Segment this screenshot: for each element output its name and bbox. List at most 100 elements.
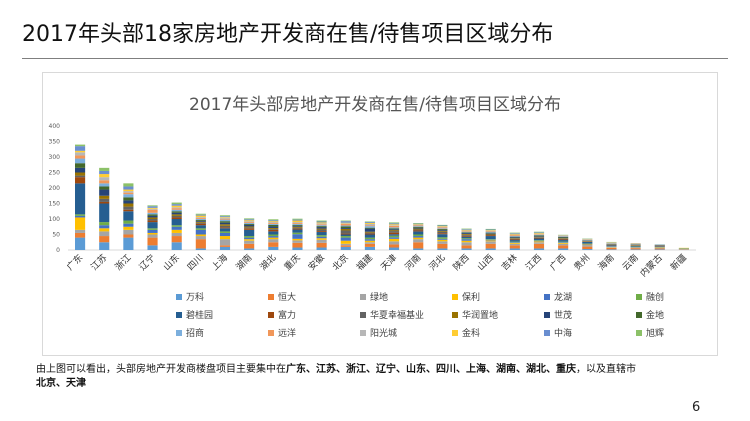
bar-segment [195, 248, 206, 250]
bar-segment [75, 217, 86, 230]
bar-segment [75, 152, 86, 156]
legend-label: 龙湖 [554, 291, 572, 303]
legend-label: 金科 [462, 327, 480, 339]
bar-segment [171, 202, 182, 205]
legend-swatch [452, 312, 458, 318]
bar-segment [509, 242, 520, 243]
bar-segment [147, 207, 158, 209]
bar-segment [437, 226, 448, 228]
bar-segment [485, 230, 496, 231]
x-tick-label: 浙江 [112, 252, 133, 273]
bar-segment [316, 226, 327, 228]
bar-segment [292, 218, 303, 220]
bar-segment [509, 235, 520, 237]
x-tick-label: 江西 [524, 252, 545, 273]
bar-segment [268, 227, 279, 229]
bar-segment [364, 226, 375, 228]
bar-segment [364, 240, 375, 243]
bar-segment [244, 226, 255, 228]
bar-segment [558, 238, 569, 239]
bar-segment [630, 249, 641, 250]
bar-segment [171, 232, 182, 237]
bar-segment [147, 219, 158, 221]
bar-segment [268, 237, 279, 240]
bar-segment [75, 214, 86, 216]
bar-segment [195, 220, 206, 222]
bar-segment [268, 231, 279, 235]
legend-swatch [176, 294, 182, 300]
y-tick-label: 350 [49, 139, 61, 146]
bar-segment [364, 243, 375, 247]
bar-segment [75, 172, 86, 176]
bar-segment [171, 226, 182, 230]
bar-segment [219, 232, 231, 237]
bar-segment [171, 205, 182, 208]
bar-segment [437, 224, 448, 226]
bar-segment [364, 239, 375, 241]
page-number: 6 [692, 400, 701, 415]
bar-segment [558, 245, 569, 249]
bar-segment [606, 247, 617, 248]
bar-segment [389, 225, 400, 226]
bar-segment [75, 183, 86, 215]
bar-segment [219, 222, 231, 225]
legend-item: 龙湖 [544, 291, 572, 303]
bar-segment [316, 221, 327, 223]
bar-segment [509, 234, 520, 236]
bar-segment [219, 245, 231, 247]
bar-segment [364, 231, 375, 233]
bar-segment [99, 228, 110, 232]
bar-segment [268, 236, 279, 238]
bar-segment [533, 241, 545, 243]
bar-segment [509, 237, 520, 239]
legend-label: 旭辉 [646, 327, 664, 339]
bar-segment [316, 228, 327, 230]
bar-segment [582, 245, 593, 247]
bar-segment [340, 226, 351, 228]
bar-segment [219, 227, 231, 229]
bar-segment [509, 240, 520, 242]
bar-segment [533, 232, 545, 233]
bar-segment [268, 229, 279, 232]
bar-segment [292, 229, 303, 233]
bar-segment [509, 236, 520, 237]
bar-segment [195, 217, 206, 219]
bar-segment [268, 242, 279, 247]
bar-segment [219, 224, 231, 226]
bar-segment [485, 243, 496, 249]
bar-segment [123, 223, 134, 227]
legend-item: 旭辉 [636, 327, 664, 339]
x-tick-label: 四川 [186, 253, 206, 273]
bar-segment [340, 223, 351, 224]
y-tick-label: 50 [52, 232, 60, 239]
legend-item: 华夏幸福基业 [360, 309, 424, 321]
bar-segment [389, 232, 400, 235]
bar-segment [413, 239, 424, 243]
bar-segment [389, 244, 400, 248]
bar-segment [533, 235, 545, 237]
bar-segment [389, 237, 400, 239]
bar-segment [582, 243, 593, 245]
bar-segment [389, 223, 400, 225]
legend-item: 万科 [176, 291, 204, 303]
bar-segment [123, 234, 134, 238]
bar-segment [413, 226, 424, 227]
bar-segment [340, 233, 351, 235]
bar-segment [437, 239, 448, 242]
bar-segment [340, 220, 351, 222]
bar-segment [461, 229, 472, 231]
bar-segment [509, 239, 520, 241]
bar-segment [147, 212, 158, 215]
bar-segment [292, 220, 303, 223]
bar-segment [123, 211, 134, 221]
x-tick-label: 山东 [161, 252, 182, 273]
bar-segment [219, 228, 231, 232]
bar-segment [316, 220, 327, 222]
legend-label: 保利 [462, 291, 480, 303]
bar-segment [364, 223, 375, 226]
bar-segment [244, 219, 255, 221]
bar-segment [219, 218, 231, 220]
bar-segment [509, 233, 520, 235]
bar-segment [268, 246, 279, 250]
bar-segment [533, 234, 545, 236]
